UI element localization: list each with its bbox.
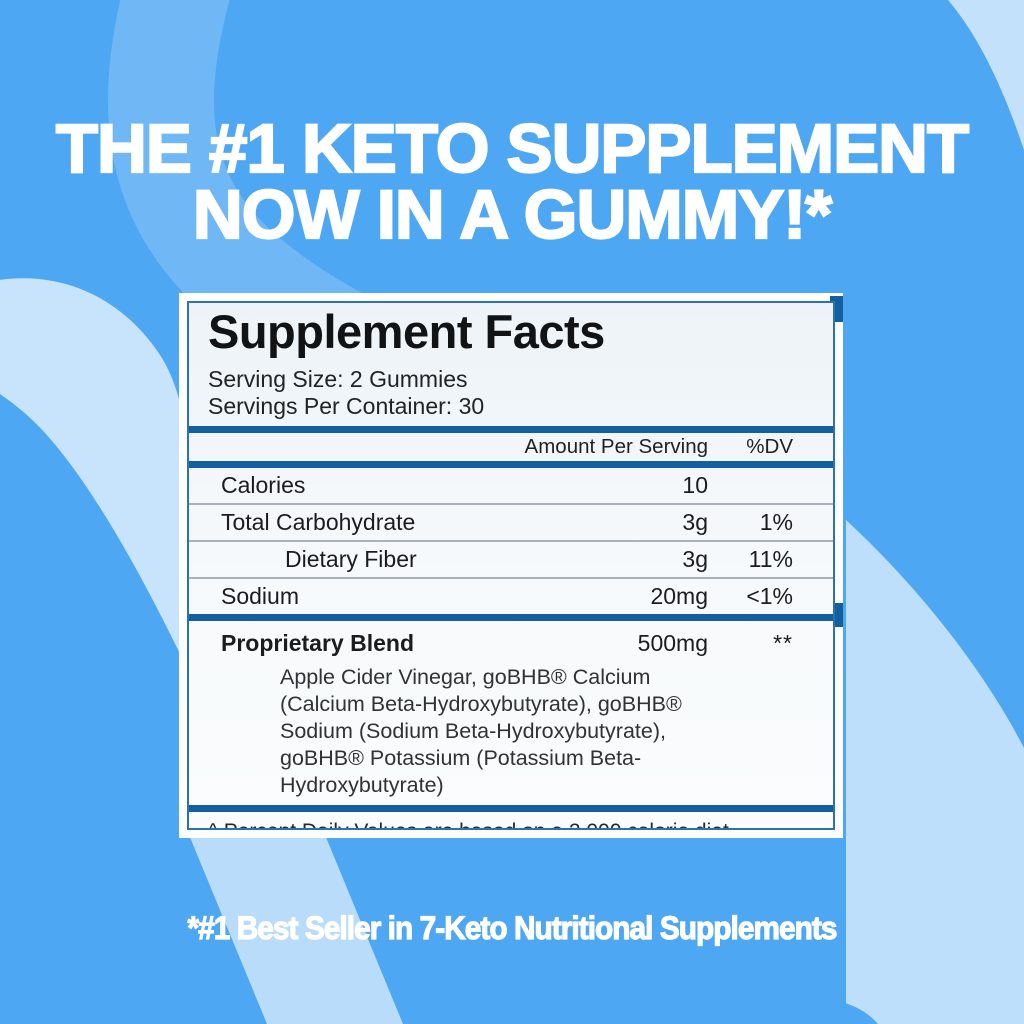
divider-bar bbox=[189, 614, 833, 621]
panel-title: Supplement Facts bbox=[208, 305, 605, 358]
divider-bar bbox=[189, 805, 833, 812]
right-ring-hole bbox=[824, 1000, 878, 1024]
row-label: Sodium bbox=[221, 583, 299, 609]
row-amount: 3g bbox=[682, 546, 708, 572]
row-amount: 20mg bbox=[650, 583, 708, 609]
footnote-daily-values: ^ Percent Daily Values are based on a 2,… bbox=[208, 819, 833, 828]
row-label: Calories bbox=[221, 472, 306, 498]
table-row-dietary-fiber: Dietary Fiber 3g 11% bbox=[189, 540, 833, 577]
blend-label: Proprietary Blend bbox=[221, 629, 414, 656]
footnotes: ^ Percent Daily Values are based on a 2,… bbox=[208, 819, 833, 828]
blend-ingredients: Apple Cider Vinegar, goBHB® Calcium (Cal… bbox=[280, 665, 682, 797]
table-row-sodium: Sodium 20mg <1% bbox=[189, 577, 833, 614]
supplement-facts-content: Supplement Facts Serving Size: 2 Gummies… bbox=[187, 301, 835, 830]
headline: THE #1 KETO SUPPLEMENT NOW IN A GUMMY!* bbox=[0, 110, 1024, 253]
supplement-facts-panel: Supplement Facts Serving Size: 2 Gummies… bbox=[179, 293, 843, 838]
blend-amount: 500mg bbox=[637, 629, 708, 656]
corner-swoosh-shape bbox=[948, 0, 1024, 150]
footer-claim: *#1 Best Seller in 7-Keto Nutritional Su… bbox=[187, 909, 838, 946]
nutrient-rows: Calories 10 Total Carbohydrate 3g 1% Die… bbox=[189, 468, 833, 614]
diagonal-band-shape bbox=[187, 830, 403, 1024]
row-label: Total Carbohydrate bbox=[221, 509, 416, 535]
row-amount: 3g bbox=[682, 509, 708, 535]
blend-dv: ** bbox=[773, 629, 793, 656]
right-ring-shape bbox=[846, 520, 1024, 1024]
serving-info: Serving Size: 2 Gummies Servings Per Con… bbox=[208, 366, 833, 420]
servings-per-container: Servings Per Container: 30 bbox=[208, 393, 485, 419]
amount-column-header: Amount Per Serving bbox=[524, 435, 708, 458]
table-header-row: Amount Per Serving %DV bbox=[189, 433, 833, 461]
headline-line-1: THE #1 KETO SUPPLEMENT bbox=[55, 110, 970, 187]
table-row-calories: Calories 10 bbox=[189, 468, 833, 503]
serving-size: Serving Size: 2 Gummies bbox=[208, 366, 468, 392]
row-label: Dietary Fiber bbox=[285, 546, 417, 572]
divider-bar bbox=[189, 461, 833, 468]
left-crescent-shape bbox=[0, 278, 184, 662]
divider-bar bbox=[189, 426, 833, 433]
dv-column-header: %DV bbox=[746, 435, 793, 458]
table-row-total-carbohydrate: Total Carbohydrate 3g 1% bbox=[189, 503, 833, 540]
row-dv: 1% bbox=[759, 509, 793, 535]
row-amount: 10 bbox=[682, 472, 708, 498]
headline-line-2: NOW IN A GUMMY!* bbox=[192, 176, 833, 253]
row-dv: 11% bbox=[748, 546, 793, 572]
proprietary-blend-row: Proprietary Blend 500mg ** bbox=[189, 628, 833, 658]
row-dv: <1% bbox=[746, 583, 793, 609]
